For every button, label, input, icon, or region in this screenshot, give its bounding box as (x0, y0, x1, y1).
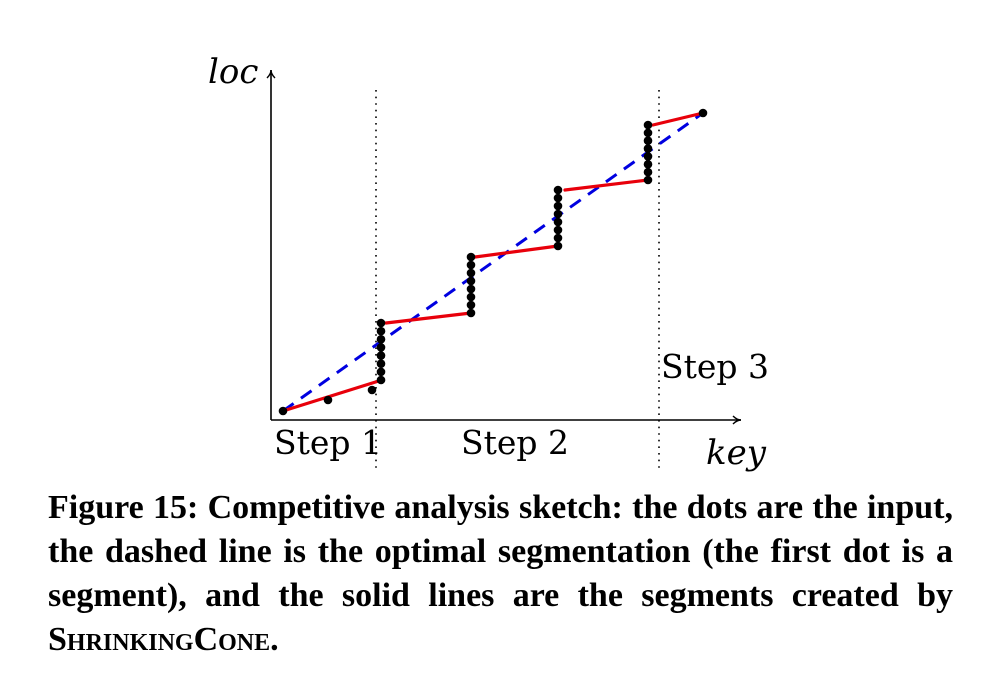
input-dot (553, 201, 563, 211)
competitive-analysis-sketch: loc key Step 1 Step 2 Step 3 (208, 52, 769, 473)
step-dividers (375, 90, 660, 468)
shrinkingcone-segments (281, 111, 705, 413)
input-dot (466, 252, 476, 262)
input-dot (376, 343, 386, 352)
caption-algorithm-name: ShrinkingCone (48, 621, 271, 658)
input-dot (376, 367, 386, 377)
input-dot (553, 225, 563, 235)
step-3-label: Step 3 (661, 347, 769, 386)
input-dot (553, 193, 563, 203)
segment-3 (473, 244, 560, 259)
segment-4 (563, 178, 650, 192)
input-dot (553, 233, 563, 243)
step-1-label: Step 1 (274, 423, 382, 462)
input-dot (466, 260, 476, 270)
input-dot (643, 159, 653, 169)
input-dot (278, 406, 288, 416)
input-dot (553, 209, 563, 219)
input-dot (376, 334, 386, 344)
input-dot (376, 318, 386, 328)
input-dot (643, 144, 653, 153)
input-dot (643, 136, 653, 146)
caption-end: . (270, 621, 279, 658)
input-dot (466, 292, 476, 302)
figure-caption: Figure 15: Competitive analysis sketch: … (48, 486, 953, 662)
input-dot (367, 385, 377, 395)
segment-2 (384, 311, 473, 325)
optimal-segmentation-line (282, 111, 704, 413)
input-dot (553, 185, 563, 195)
x-axis-label: key (706, 433, 767, 473)
input-dot (553, 217, 563, 227)
input-dot (643, 167, 653, 177)
step-2-label: Step 2 (461, 423, 569, 462)
input-dot (698, 108, 708, 118)
input-dot (466, 300, 476, 310)
segment-1 (281, 378, 384, 413)
y-axis-label: loc (208, 52, 258, 92)
input-dot (643, 175, 653, 185)
caption-text: Figure 15: Competitive analysis sketch: … (48, 489, 953, 614)
segment-5 (651, 111, 705, 127)
input-dot (466, 268, 476, 278)
input-dot (466, 284, 476, 294)
input-dot (643, 120, 653, 130)
input-dot (466, 276, 476, 286)
input-dots (278, 108, 708, 416)
input-dot (376, 326, 386, 336)
input-dot (466, 308, 476, 318)
input-dot (643, 128, 653, 138)
input-dot (553, 241, 563, 251)
input-dot (376, 375, 386, 385)
input-dot (376, 351, 386, 360)
input-dot (376, 359, 386, 369)
input-dot (323, 395, 333, 405)
input-dot (643, 152, 653, 161)
